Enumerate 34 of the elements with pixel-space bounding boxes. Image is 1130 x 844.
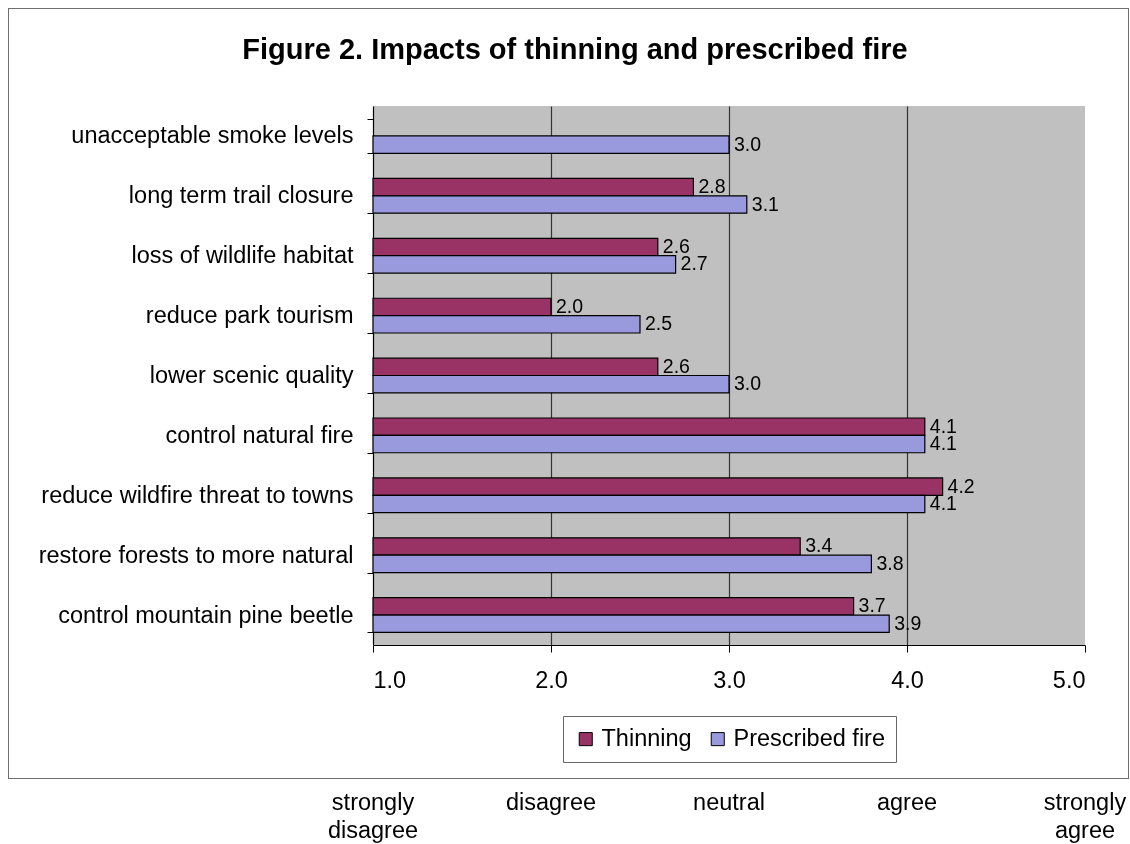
y-tick-label: reduce wildfire threat to towns	[41, 481, 354, 508]
y-tick-label: loss of wildlife habitat	[131, 242, 354, 269]
data-label: 2.7	[680, 252, 708, 275]
text: strongly agree	[1043, 789, 1127, 843]
x-tick-label: 2.0	[535, 666, 568, 693]
y-tick-label: control natural fire	[165, 421, 354, 448]
x-tick-label: 3.0	[713, 666, 746, 693]
y-tick-label: control mountain pine beetle	[58, 601, 354, 628]
text: disagree	[505, 789, 597, 815]
text: agree	[876, 789, 938, 815]
data-label: 3.4	[805, 534, 833, 557]
data-label: 3.1	[751, 192, 779, 215]
data-label: 2.8	[698, 175, 726, 198]
text: neutral	[693, 789, 765, 815]
chart-title: Figure 2. Impacts of thinning and prescribed fire	[242, 33, 908, 65]
data-label: 3.8	[876, 551, 904, 574]
text: strongly disagree	[327, 789, 419, 843]
data-label: 2.0	[556, 294, 584, 317]
x-tick-label: 5.0	[1052, 666, 1086, 693]
data-label: 3.7	[858, 594, 886, 617]
data-label: 2.6	[662, 354, 690, 377]
y-tick-label: lower scenic quality	[149, 362, 354, 388]
data-label: 4.2	[947, 474, 975, 497]
y-tick-label: restore forests to more natural	[38, 541, 354, 568]
y-tick-label: reduce park tourism	[145, 302, 354, 329]
data-label: 2.5	[645, 312, 673, 335]
x-tick-label: 1.0	[373, 666, 407, 693]
legend-label: Thinning	[601, 725, 692, 752]
x-tick-label: 4.0	[891, 666, 924, 693]
data-label: 3.0	[734, 132, 762, 155]
data-label: 3.0	[734, 372, 762, 395]
y-tick-label: long term trail closure	[128, 182, 354, 209]
y-tick-label: unacceptable smoke levels	[71, 122, 354, 149]
legend-label: Prescribed fire	[733, 725, 885, 752]
